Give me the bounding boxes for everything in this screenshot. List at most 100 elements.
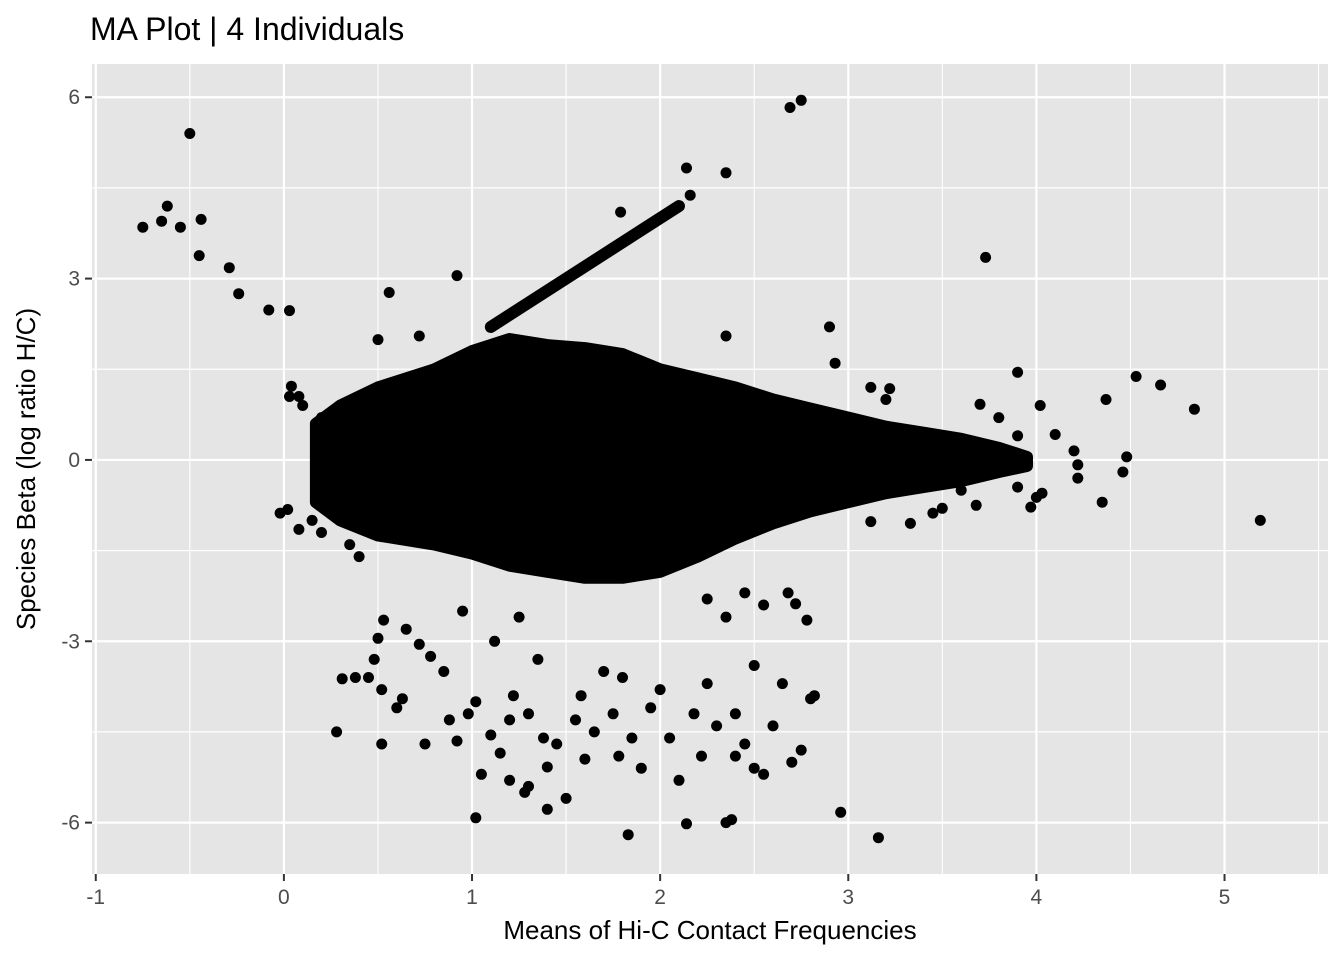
data-point [974,398,986,410]
x-tick-label: 4 [1031,886,1043,909]
chart-title: MA Plot | 4 Individuals [90,11,404,47]
data-point [673,774,685,786]
data-point [1096,496,1108,508]
data-point [786,756,798,768]
data-point [233,288,245,300]
data-point [137,221,149,233]
x-tick-label: 1 [466,886,478,909]
data-point [391,702,403,714]
y-axis-title: Species Beta (log ratio H/C) [11,308,41,630]
data-point [688,708,700,720]
data-point [872,832,884,844]
data-point [795,744,807,756]
data-point [739,738,751,750]
x-tick-label: 2 [654,886,666,909]
data-point [1155,379,1167,391]
data-point [195,213,207,225]
data-point [790,598,802,610]
data-point [1130,371,1142,382]
y-axis: -6 -3 0 3 6 [61,86,92,835]
data-point [748,660,760,671]
data-point [615,206,627,218]
scatter-points [137,94,1266,844]
data-point [1030,491,1042,503]
data-point [758,599,770,611]
data-point [532,653,544,665]
data-point [274,507,286,519]
data-point [598,666,610,677]
diagonal-point-band [484,200,685,333]
data-point [884,383,896,395]
data-point [344,539,356,551]
data-point [1012,454,1024,466]
data-point [970,499,982,511]
data-point [184,128,196,139]
data-point [570,714,581,726]
data-point [936,502,948,514]
data-point [626,732,638,744]
data-point [419,738,431,750]
data-point [400,623,412,635]
data-point [613,750,625,762]
data-point [795,94,807,106]
x-tick-label: 3 [842,886,854,909]
data-point [523,708,534,720]
data-point [297,400,309,411]
data-point [383,287,395,298]
data-point [223,262,235,274]
data-point [161,200,173,212]
data-point [413,638,425,650]
data-point [1254,514,1266,526]
data-point [494,747,506,759]
data-point [316,412,327,424]
data-point [782,587,794,599]
data-point [955,484,967,496]
data-point [489,635,501,647]
data-point [451,270,463,282]
data-point [808,690,820,702]
y-tick-label: 6 [68,86,80,109]
data-point [470,696,482,708]
data-point [413,330,425,342]
data-point [729,750,741,762]
data-point [306,514,318,526]
data-point [470,812,482,824]
data-point [156,215,168,227]
data-point [560,792,572,804]
data-point [263,304,275,316]
data-point [904,517,916,529]
dense-point-mass [309,333,1033,584]
data-point [1068,445,1080,457]
data-point [1100,394,1112,405]
data-point [363,672,374,683]
data-point [684,189,696,201]
data-point [541,803,553,815]
data-point [579,753,591,765]
data-point [748,762,760,774]
data-point [635,762,647,774]
data-point [711,720,723,732]
data-point [1049,429,1061,440]
data-point [372,632,384,644]
data-point [353,551,365,563]
data-point [438,666,450,677]
data-point [681,162,692,174]
data-point [316,527,327,538]
data-point [331,726,343,738]
data-point [1012,430,1024,442]
data-point [538,732,549,744]
x-tick-label: -1 [86,886,105,909]
data-point [1012,366,1024,378]
data-point [285,380,297,392]
data-point [475,768,487,780]
data-point [1121,451,1133,463]
major-gridlines [92,64,1328,874]
data-point [378,614,390,626]
data-point [739,587,751,599]
data-point [993,412,1005,424]
y-tick-label: 3 [68,268,80,291]
data-point [451,735,463,747]
data-point [1012,481,1024,493]
data-point [1002,448,1014,460]
